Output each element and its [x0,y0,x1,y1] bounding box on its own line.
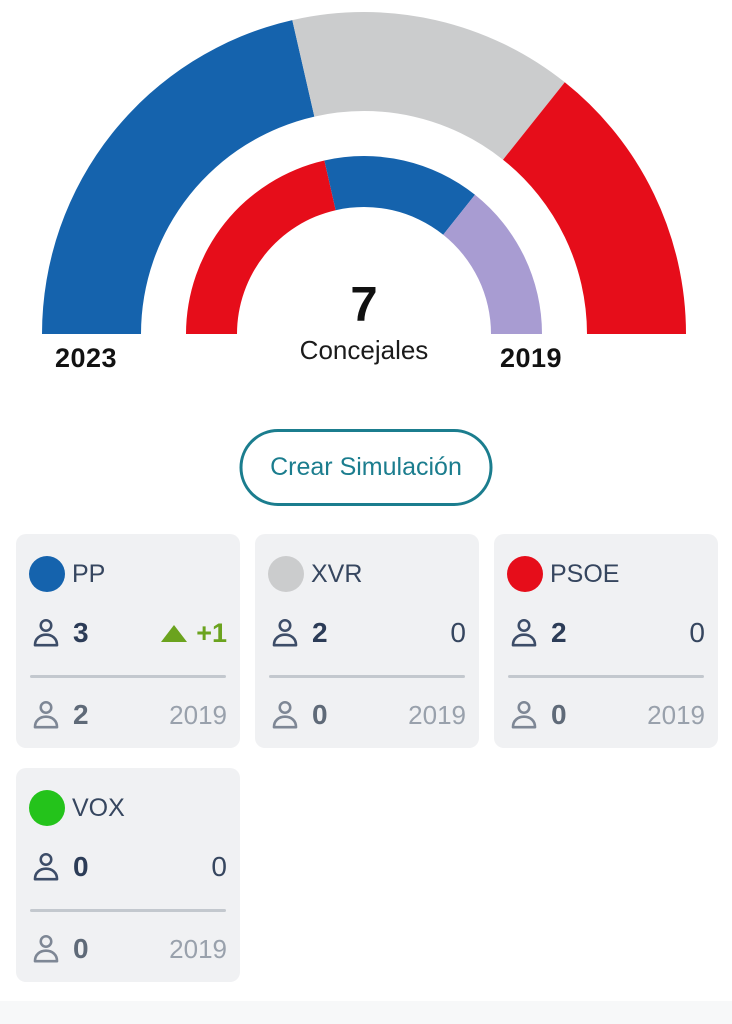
party-name: XVR [311,559,363,588]
party-card-header: PP [29,556,227,592]
current-seats-row: 2 0 [268,614,466,652]
trend-up-icon [161,624,188,642]
previous-year-label: 2019 [647,699,705,730]
person-icon [272,700,298,729]
year-label-2023: 2023 [54,343,118,373]
person-icon [33,852,59,881]
current-seats-row: 2 0 [507,614,705,652]
person-icon [33,700,59,729]
previous-seats-row: 0 2019 [507,696,705,734]
party-color-dot [268,556,304,592]
card-divider [30,909,226,912]
person-icon [511,618,537,647]
card-divider [508,675,704,678]
previous-seats-row: 2 2019 [29,696,227,734]
previous-seats-value: 0 [312,699,328,730]
seat-change-value: 0 [211,851,227,882]
previous-seats-row: 0 2019 [268,696,466,734]
current-seats-value: 3 [73,617,89,648]
card-divider [30,675,226,678]
person-icon [33,618,59,647]
party-color-dot [29,790,65,826]
year-label-2019: 2019 [499,343,563,373]
footer-strip [0,1001,732,1024]
party-color-dot [29,556,65,592]
card-divider [269,675,465,678]
chart-segment [324,156,475,235]
party-card-psoe: PSOE 2 0 0 2019 [494,534,718,748]
chart-center-text: 7 Concejales [300,281,429,366]
seat-change-value: +1 [196,617,227,648]
hemicycle-svg [42,12,686,334]
chart-segment-psoe [503,82,686,334]
current-seats-value: 2 [312,617,328,648]
current-seats-row: 3 +1 [29,614,227,652]
party-card-vox: VOX 0 0 0 2019 [16,768,240,982]
seat-change-value: 0 [450,617,466,648]
person-icon [511,700,537,729]
party-card-header: XVR [268,556,466,592]
chart-segment-pp [42,20,315,334]
current-seats-value: 0 [73,851,89,882]
person-icon [272,618,298,647]
hemicycle-chart: 2023 2019 7 Concejales [0,0,732,396]
current-seats-value: 2 [551,617,567,648]
party-name: VOX [72,793,125,822]
chart-segment [443,194,542,334]
previous-year-label: 2019 [169,933,227,964]
party-color-dot [507,556,543,592]
current-seats-row: 0 0 [29,848,227,886]
party-card-header: VOX [29,790,227,826]
total-seats-caption: Concejales [299,335,429,365]
party-card-xvr: XVR 2 0 0 2019 [255,534,479,748]
party-name: PP [72,559,106,588]
party-card-header: PSOE [507,556,705,592]
previous-seats-value: 0 [551,699,567,730]
total-seats-value: 7 [350,278,378,332]
party-card-pp: PP 3 +1 2 2019 [16,534,240,748]
previous-year-label: 2019 [408,699,466,730]
chart-segment [186,160,336,334]
chart-segment-xvr [292,12,565,160]
previous-seats-value: 0 [73,933,89,964]
create-simulation-button[interactable]: Crear Simulación [239,429,493,506]
seat-change-value: 0 [689,617,705,648]
party-name: PSOE [550,559,620,588]
previous-seats-value: 2 [73,699,89,730]
party-cards-grid: PP 3 +1 2 2019 XVR [16,534,718,982]
previous-year-label: 2019 [169,699,227,730]
person-icon [33,934,59,963]
previous-seats-row: 0 2019 [29,930,227,968]
